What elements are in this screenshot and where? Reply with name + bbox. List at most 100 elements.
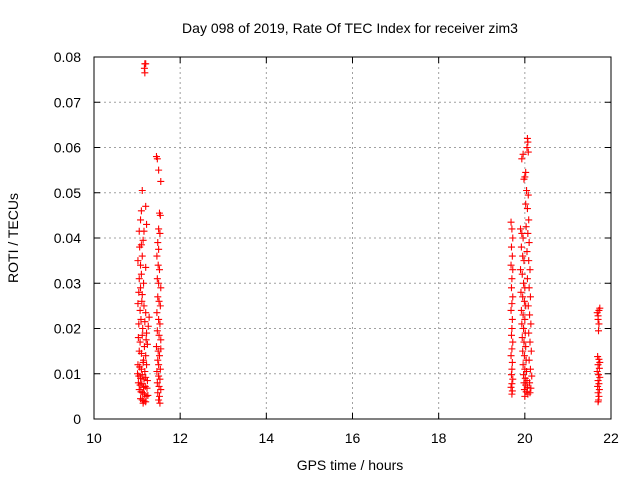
y-tick-label: 0.07 xyxy=(54,94,81,110)
data-point xyxy=(524,302,532,310)
data-point xyxy=(137,261,145,269)
x-tick-label: 16 xyxy=(345,430,361,446)
data-point xyxy=(153,309,161,317)
data-point xyxy=(517,288,525,296)
data-point xyxy=(153,327,161,335)
data-point xyxy=(517,225,525,233)
data-point xyxy=(145,313,153,321)
y-tick-label: 0.02 xyxy=(54,321,81,337)
data-point xyxy=(137,284,145,292)
data-point xyxy=(142,202,150,210)
data-point xyxy=(527,384,535,392)
data-point xyxy=(519,293,527,301)
data-point xyxy=(526,293,534,301)
data-point xyxy=(520,175,528,183)
data-point xyxy=(143,361,151,369)
data-point xyxy=(518,320,526,328)
data-point xyxy=(154,389,162,397)
data-point xyxy=(142,263,150,271)
data-point xyxy=(154,293,162,301)
data-point xyxy=(140,279,148,287)
data-point xyxy=(156,211,164,219)
data-point xyxy=(525,257,533,265)
data-point xyxy=(155,331,163,339)
data-point xyxy=(139,399,147,407)
data-point xyxy=(596,304,604,312)
data-point xyxy=(155,279,163,287)
data-point xyxy=(155,392,163,400)
data-point xyxy=(526,311,534,319)
data-point xyxy=(527,320,535,328)
data-point xyxy=(507,218,515,226)
data-point xyxy=(526,266,534,274)
y-tick-label: 0.05 xyxy=(54,185,81,201)
data-point xyxy=(525,216,533,224)
y-tick-label: 0.01 xyxy=(54,366,81,382)
data-point xyxy=(523,248,531,256)
data-point xyxy=(509,234,517,242)
data-point xyxy=(137,374,145,382)
x-tick-label: 18 xyxy=(431,430,447,446)
data-point xyxy=(518,229,526,237)
data-point xyxy=(508,390,516,398)
data-point xyxy=(523,186,531,194)
data-point xyxy=(138,297,146,305)
data-point xyxy=(138,331,146,339)
data-point xyxy=(154,239,162,247)
data-point xyxy=(509,375,517,383)
data-point xyxy=(509,266,517,274)
data-point xyxy=(140,383,148,391)
data-point xyxy=(139,236,147,244)
data-point xyxy=(524,191,532,199)
data-point xyxy=(521,315,529,323)
data-point xyxy=(507,261,515,269)
data-point xyxy=(143,220,151,228)
data-point xyxy=(138,186,146,194)
data-point xyxy=(518,155,526,163)
data-point xyxy=(508,275,516,283)
x-tick-label: 14 xyxy=(259,430,275,446)
data-point xyxy=(528,372,536,380)
data-point xyxy=(152,343,160,351)
data-points xyxy=(134,60,604,407)
data-point xyxy=(157,336,165,344)
data-point xyxy=(140,227,148,235)
data-point xyxy=(136,306,144,314)
y-tick-label: 0.04 xyxy=(54,230,81,246)
data-point xyxy=(522,168,530,176)
data-point xyxy=(155,166,163,174)
data-point xyxy=(520,297,528,305)
data-point xyxy=(507,371,515,379)
data-point xyxy=(156,320,164,328)
data-point xyxy=(137,207,145,215)
data-point xyxy=(523,205,531,213)
data-point xyxy=(155,382,163,390)
data-point xyxy=(143,377,151,385)
y-tick-label: 0 xyxy=(73,411,81,427)
data-point xyxy=(525,239,533,247)
data-point xyxy=(153,275,161,283)
data-point xyxy=(523,367,531,375)
data-point xyxy=(153,155,161,163)
data-point xyxy=(519,234,527,242)
data-point xyxy=(595,327,603,335)
data-point xyxy=(153,379,161,387)
data-point xyxy=(155,297,163,305)
data-point xyxy=(508,345,516,353)
data-point xyxy=(137,241,145,249)
x-tick-label: 12 xyxy=(172,430,188,446)
data-point xyxy=(135,320,143,328)
data-point xyxy=(526,389,534,397)
data-point xyxy=(507,243,515,251)
data-point xyxy=(520,371,528,379)
data-point xyxy=(156,229,164,237)
data-point xyxy=(141,318,149,326)
data-point xyxy=(517,266,525,274)
data-point xyxy=(595,320,603,328)
data-point xyxy=(155,315,163,323)
data-point xyxy=(155,372,163,380)
data-point xyxy=(142,373,150,381)
y-axis-label: ROTI / TECUs xyxy=(5,193,21,283)
data-point xyxy=(518,334,526,342)
